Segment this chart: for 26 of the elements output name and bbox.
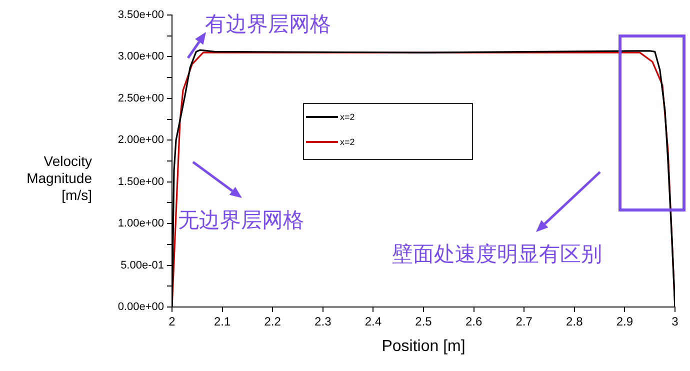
x-tick-label: 2.6	[465, 314, 482, 329]
x-tick-label: 2.2	[264, 314, 282, 329]
y-tick-label: 0.00e+00	[118, 301, 164, 314]
x-tick-label: 2.5	[415, 314, 432, 329]
legend-label: x=2	[339, 110, 356, 124]
legend-label: x=2	[339, 136, 356, 148]
x-axis-title: Position [m]	[380, 338, 466, 356]
y-axis-title: Velocity Magnitude [m/s]	[26, 153, 92, 204]
x-tick-label: 3	[672, 314, 679, 329]
x-tick-label: 2.1	[214, 314, 231, 329]
annotation: 壁面处速度明显有区别	[392, 241, 602, 268]
annotation: 无边界层网格	[178, 207, 304, 234]
x-tick-label: 2	[168, 314, 176, 329]
x-tick-label: 2.4	[364, 314, 382, 329]
x-tick-label: 2.3	[314, 314, 332, 329]
y-tick-label: 2.50e+00	[118, 92, 164, 104]
y-tick-label: 2.00e+00	[118, 134, 164, 146]
x-tick-label: 2.7	[516, 314, 533, 329]
y-tick-label: 1.50e+00	[118, 176, 164, 188]
y-tick-label: 3.00e+00	[118, 50, 164, 63]
x-tick-label: 2.9	[616, 314, 634, 329]
y-tick-label: 1.00e+00	[118, 218, 164, 230]
y-tick-label: 5.00e-01	[120, 259, 164, 272]
annotation: 有边界层网格	[205, 11, 331, 38]
x-tick-label: 2.8	[566, 314, 584, 329]
y-tick-label: 3.50e+00	[118, 9, 164, 22]
